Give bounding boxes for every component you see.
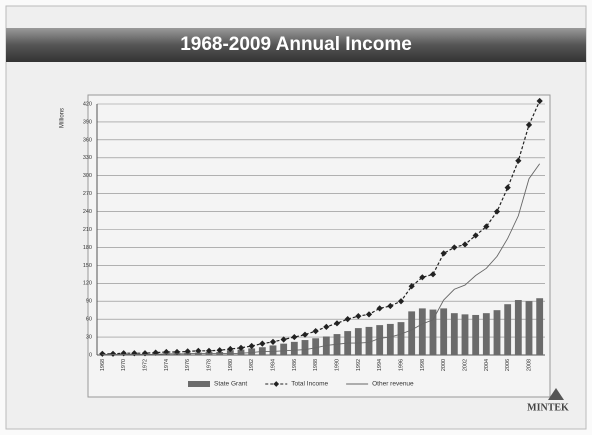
line-marker [184,348,191,355]
chart-title: 1968-2009 Annual Income [180,34,412,55]
bar [440,308,448,355]
x-tick-label: 2008 [526,359,532,371]
x-tick-label: 1992 [356,359,362,371]
line-marker [259,340,266,347]
bar [482,313,490,355]
line [102,163,541,355]
y-tick-label: 270 [83,191,92,197]
bar [280,343,288,355]
legend-label: State Grant [214,381,247,388]
line-marker [280,336,287,343]
line-marker [387,302,394,310]
line-marker [269,338,277,345]
bar [354,328,362,355]
legend-swatch [273,381,280,387]
x-tick-label: 2002 [462,359,468,371]
logo-text: MINTEK [527,402,569,413]
bar [504,304,512,355]
bar [237,349,245,355]
x-tick-label: 2006 [505,359,511,371]
line-marker [472,232,479,239]
y-tick-label: 420 [83,101,92,107]
y-tick-label: 30 [86,335,92,341]
bar [514,300,522,355]
bar [536,298,544,355]
line-marker [355,313,362,320]
y-tick-label: 360 [83,137,92,143]
bar [472,314,480,355]
x-tick-label: 1984 [270,359,276,371]
x-tick-label: 1986 [292,359,298,371]
x-tick-label: 2004 [484,359,490,371]
y-tick-label: 60 [86,317,92,323]
line-marker [312,327,319,335]
x-tick-label: 1976 [185,359,191,371]
bar [248,348,256,355]
y-tick-label: 300 [83,173,92,179]
x-tick-label: 1980 [228,359,234,371]
x-tick-label: 1968 [100,359,106,371]
line-marker [248,342,255,350]
line-marker [376,305,383,312]
line-marker [216,347,223,354]
x-tick-label: 1994 [377,359,383,371]
bar [450,313,458,355]
x-tick-label: 1996 [398,359,404,371]
y-tick-label: 120 [83,281,92,287]
y-tick-label: 330 [83,155,92,161]
title-bar [6,28,586,62]
y-axis-label: Millions [60,108,66,128]
bar [408,311,416,355]
bar [386,323,394,355]
legend-label: Total Income [291,381,328,388]
bar [226,350,234,355]
bar [525,301,533,355]
x-tick-label: 2000 [441,359,447,371]
line-marker [323,323,330,331]
bar [312,338,320,355]
x-tick-label: 1974 [164,359,170,371]
bar [376,325,384,355]
bar [493,310,501,355]
x-tick-label: 1988 [313,359,319,371]
y-tick-label: 90 [86,299,92,305]
bar [418,308,426,355]
bar [365,326,373,355]
bar [461,314,469,355]
line-marker [344,316,351,323]
x-tick-label: 1982 [249,359,255,371]
x-tick-label: 1990 [334,359,340,371]
y-tick-label: 0 [89,352,92,358]
x-tick-label: 1972 [142,359,148,371]
bar [429,309,437,355]
line-marker [419,274,426,281]
line-marker [291,333,298,341]
line-marker [408,283,415,290]
bar [290,341,298,355]
line-marker [301,331,309,338]
line-marker [429,271,437,278]
y-tick-label: 390 [83,119,92,125]
bar [397,322,405,355]
y-tick-label: 210 [83,227,92,233]
legend-label: Other revenue [372,381,414,388]
line-marker [333,320,341,327]
y-tick-label: 240 [83,209,92,215]
line-marker [504,184,511,191]
x-tick-label: 1998 [420,359,426,371]
bar [301,340,309,355]
line-marker [397,298,405,305]
line-marker [365,311,373,318]
legend-swatch [188,381,210,387]
x-tick-label: 1970 [121,359,127,371]
logo: MINTEK [527,388,569,413]
y-tick-label: 150 [83,263,92,269]
x-tick-label: 1978 [206,359,212,371]
y-tick-label: 180 [83,245,92,251]
bar [269,345,277,355]
